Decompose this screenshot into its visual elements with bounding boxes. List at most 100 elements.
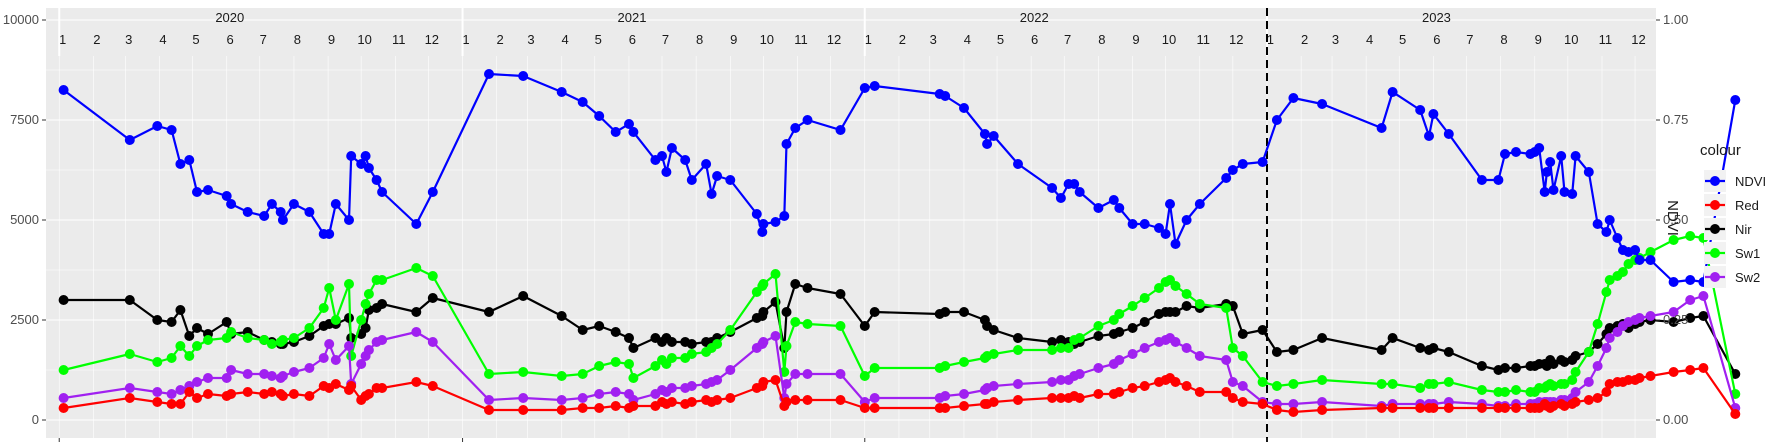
data-point-red — [1170, 377, 1181, 387]
data-point-sw1 — [869, 363, 880, 373]
data-point-ndvi — [427, 187, 438, 197]
data-point-nir — [1093, 331, 1104, 341]
month-label: 4 — [1366, 32, 1373, 47]
data-point-nir — [988, 325, 999, 335]
data-point-ndvi — [1415, 105, 1426, 115]
data-point-nir — [1170, 307, 1181, 317]
data-point-red — [330, 379, 341, 389]
data-point-ndvi — [859, 83, 870, 93]
month-label: 12 — [425, 32, 439, 47]
legend-label: Sw1 — [1735, 246, 1760, 261]
data-point-sw2 — [1317, 397, 1328, 407]
data-point-nir — [628, 343, 639, 353]
data-point-ndvi — [869, 81, 880, 91]
data-point-nir — [1500, 363, 1510, 373]
month-label: 1 — [865, 32, 872, 47]
data-point-nir — [192, 323, 202, 333]
data-point-sw1 — [781, 341, 792, 351]
data-point-sw1 — [1570, 367, 1581, 377]
legend-item-sw1: Sw1 — [1704, 242, 1760, 264]
data-point-ndvi — [790, 123, 801, 133]
data-point-ndvi — [1376, 123, 1387, 133]
data-point-ndvi — [304, 207, 315, 217]
data-point-sw1 — [577, 369, 588, 379]
data-point-red — [1013, 395, 1023, 405]
data-point-sw1 — [242, 333, 253, 343]
data-point-sw2 — [1221, 355, 1232, 365]
data-point-sw2 — [959, 389, 969, 399]
data-point-sw1 — [288, 333, 299, 343]
data-point-ndvi — [1093, 203, 1104, 213]
data-point-sw1 — [518, 367, 529, 377]
data-point-ndvi — [1685, 275, 1696, 285]
data-point-ndvi — [1541, 167, 1552, 177]
data-point-sw2 — [1583, 377, 1594, 387]
data-point-sw1 — [758, 279, 769, 289]
month-label: 2 — [1301, 32, 1308, 47]
data-point-ndvi — [770, 217, 781, 227]
data-point-sw2 — [1055, 375, 1066, 385]
data-point-sw1 — [1063, 343, 1074, 353]
data-point-red — [577, 403, 588, 413]
data-point-sw2 — [577, 393, 588, 403]
data-point-ndvi — [1013, 159, 1023, 169]
data-point-ndvi — [221, 191, 232, 201]
data-point-nir — [1055, 335, 1066, 345]
data-point-ndvi — [1154, 223, 1164, 233]
month-label: 6 — [227, 32, 234, 47]
data-point-sw1 — [628, 373, 639, 383]
data-point-ndvi — [275, 207, 286, 217]
data-point-red — [770, 375, 781, 385]
data-point-sw1 — [1592, 319, 1603, 329]
data-point-red — [1604, 379, 1615, 389]
data-point-ndvi — [661, 167, 672, 177]
data-point-red — [288, 389, 299, 399]
data-point-ndvi — [324, 229, 335, 239]
data-point-sw1 — [411, 263, 422, 273]
data-point-sw2 — [377, 335, 388, 345]
year-label: 2020 — [215, 10, 244, 25]
data-point-sw2 — [363, 345, 374, 355]
data-point-nir — [1604, 323, 1615, 333]
data-point-sw2 — [1698, 291, 1709, 301]
data-point-sw2 — [58, 393, 69, 403]
data-point-sw2 — [1645, 311, 1656, 321]
data-point-nir — [624, 333, 634, 343]
month-label: 1 — [1267, 32, 1274, 47]
data-point-nir — [1548, 359, 1559, 369]
data-point-nir — [686, 339, 697, 349]
data-point-ndvi — [411, 219, 422, 229]
month-label: 2 — [899, 32, 906, 47]
data-point-red — [628, 401, 639, 411]
data-point-sw2 — [594, 389, 605, 399]
data-point-ndvi — [1139, 219, 1150, 229]
data-point-sw1 — [304, 323, 315, 333]
data-point-sw1 — [1376, 379, 1387, 389]
data-point-ndvi — [1443, 129, 1454, 139]
data-point-sw2 — [802, 369, 813, 379]
data-point-sw1 — [1114, 309, 1125, 319]
data-point-nir — [577, 325, 588, 335]
month-label: 11 — [1599, 32, 1613, 47]
month-label: 2 — [93, 32, 100, 47]
data-point-ndvi — [1645, 255, 1656, 265]
data-point-red — [1415, 403, 1426, 413]
data-point-nir — [221, 317, 232, 327]
series-ndvi — [58, 69, 1741, 287]
data-point-red — [1730, 409, 1741, 419]
data-point-ndvi — [1288, 93, 1299, 103]
month-label: 11 — [1196, 32, 1210, 47]
data-point-sw1 — [58, 365, 69, 375]
data-point-nir — [1317, 333, 1328, 343]
data-point-sw2 — [344, 341, 354, 351]
month-label: 5 — [997, 32, 1004, 47]
legend-label: Nir — [1735, 222, 1752, 237]
data-point-sw1 — [1181, 289, 1192, 299]
data-point-sw1 — [1317, 375, 1328, 385]
data-point-sw2 — [304, 363, 315, 373]
data-point-sw1 — [835, 321, 846, 331]
data-point-red — [1583, 395, 1594, 405]
legend-label: Red — [1735, 198, 1759, 213]
data-point-sw2 — [1570, 387, 1581, 397]
month-label: 10 — [760, 32, 774, 47]
